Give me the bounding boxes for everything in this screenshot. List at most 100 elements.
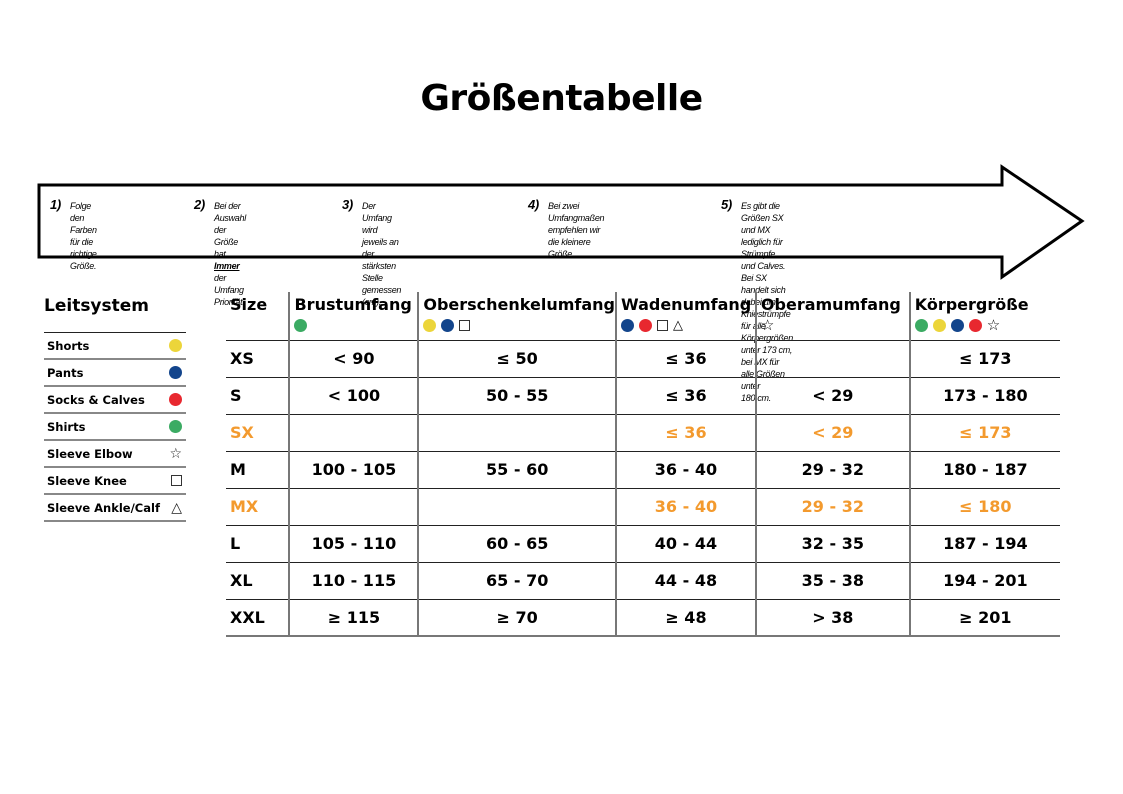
table-cell: 36 - 40: [615, 450, 756, 488]
table-cell: ≤ 50: [417, 339, 616, 377]
step-text: für die richtige Größe.: [70, 237, 97, 271]
table-cell: 110 - 115: [288, 561, 419, 599]
header-label: Oberamumfang: [760, 295, 901, 314]
size-cell: XXL: [226, 598, 290, 637]
table-row: M 100 - 105 55 - 60 36 - 40 29 - 32 180 …: [226, 450, 1060, 488]
size-cell: MX: [226, 487, 290, 525]
header-brustumfang: Brustumfang: [288, 292, 419, 340]
blue-dot-icon: [169, 366, 182, 379]
table-cell: [288, 413, 419, 451]
green-dot-icon: [914, 318, 928, 332]
legend-item-sleeve-ankle-calf: Sleeve Ankle/Calf △: [44, 495, 186, 522]
table-cell: < 90: [288, 339, 419, 377]
table-row: XS < 90 ≤ 50 ≤ 36 ≤ 173: [226, 339, 1060, 377]
table-cell: ≤ 36: [615, 376, 756, 414]
table-cell: 40 - 44: [615, 524, 756, 562]
table-cell: [417, 413, 616, 451]
legend-item-socks-calves: Socks & Calves: [44, 387, 186, 414]
size-cell: L: [226, 524, 290, 562]
table-cell: ≤ 36: [615, 339, 756, 377]
arrow-shape-icon: [37, 164, 1085, 280]
table-cell: ≤ 180: [908, 487, 1060, 525]
table-cell: ≥ 201: [908, 598, 1060, 637]
blue-dot-icon: [621, 318, 634, 332]
square-outline-icon: [657, 319, 668, 331]
size-table: Size Brustumfang Oberschenkelumfang Wade…: [226, 292, 1060, 637]
legend-item-sleeve-elbow: Sleeve Elbow ☆: [44, 441, 186, 468]
table-row: XL 110 - 115 65 - 70 44 - 48 35 - 38 194…: [226, 561, 1060, 599]
legend-item-pants: Pants: [44, 360, 186, 387]
legend-label: Sleeve Knee: [47, 473, 127, 488]
header-oberamumfang: Oberamumfang ☆: [754, 292, 910, 340]
step-text: Folge den Farben: [70, 201, 97, 235]
header-label: Oberschenkelumfang: [423, 295, 615, 314]
step-text: empfehlen wir die kleinere Größe.: [548, 225, 601, 259]
table-cell: 50 - 55: [417, 376, 616, 414]
table-cell: 65 - 70: [417, 561, 616, 599]
table-cell: [288, 487, 419, 525]
legend-label: Sleeve Ankle/Calf: [47, 500, 160, 515]
step-number: 4): [528, 197, 539, 212]
blue-dot-icon: [441, 318, 455, 332]
page-title: Größentabelle: [420, 78, 703, 119]
table-cell: ≤ 36: [615, 413, 756, 451]
table-cell: 29 - 32: [754, 487, 910, 525]
size-cell: M: [226, 450, 290, 488]
header-label: Size: [230, 295, 268, 314]
table-cell: ≥ 48: [615, 598, 756, 637]
table-cell: ≤ 173: [908, 413, 1060, 451]
table-cell: < 29: [754, 413, 910, 451]
triangle-outline-icon: △: [673, 317, 683, 333]
green-dot-icon: [169, 420, 182, 433]
table-row: S < 100 50 - 55 ≤ 36 < 29 173 - 180: [226, 376, 1060, 414]
header-wadenumfang: Wadenumfang △: [615, 292, 756, 340]
table-cell: 100 - 105: [288, 450, 419, 488]
yellow-dot-icon: [423, 318, 437, 332]
green-dot-icon: [294, 318, 308, 332]
header-koerpergroesse: Körpergröße ☆: [908, 292, 1060, 340]
legend-item-sleeve-knee: Sleeve Knee: [44, 468, 186, 495]
step-number: 5): [721, 197, 732, 212]
star-outline-icon: ☆: [760, 316, 775, 334]
size-cell: XL: [226, 561, 290, 599]
legend: Leitsystem Shorts Pants Socks & Calves S…: [44, 296, 186, 522]
square-outline-icon: [171, 475, 182, 486]
table-cell: 187 - 194: [908, 524, 1060, 562]
step-text: Umfang Priorität.: [214, 285, 245, 307]
header-label: Körpergröße: [914, 295, 1029, 314]
header-oberschenkelumfang: Oberschenkelumfang: [417, 292, 616, 340]
step-text: Der Umfang wird jeweils an der: [362, 201, 399, 259]
table-row: L 105 - 110 60 - 65 40 - 44 32 - 35 187 …: [226, 524, 1060, 562]
table-cell: 180 - 187: [908, 450, 1060, 488]
table-cell: ≥ 70: [417, 598, 616, 637]
step-text: Größe hat Immer der: [214, 237, 240, 283]
table-cell: 173 - 180: [908, 376, 1060, 414]
legend-label: Sleeve Elbow: [47, 446, 133, 461]
header-label: Wadenumfang: [621, 295, 752, 314]
table-row: XXL ≥ 115 ≥ 70 ≥ 48 > 38 ≥ 201: [226, 598, 1060, 637]
yellow-dot-icon: [932, 318, 946, 332]
step-number: 2): [194, 197, 205, 212]
red-dot-icon: [639, 318, 652, 332]
table-cell: 55 - 60: [417, 450, 616, 488]
table-cell: 105 - 110: [288, 524, 419, 562]
table-cell: 32 - 35: [754, 524, 910, 562]
star-outline-icon: ☆: [986, 316, 1001, 334]
table-cell: < 100: [288, 376, 419, 414]
table-cell: > 38: [754, 598, 910, 637]
legend-label: Pants: [47, 365, 84, 380]
red-dot-icon: [169, 393, 182, 406]
table-cell: [754, 339, 910, 377]
table-row-highlight: MX 36 - 40 29 - 32 ≤ 180: [226, 487, 1060, 525]
step-number: 3): [342, 197, 353, 212]
yellow-dot-icon: [169, 339, 182, 352]
legend-item-shirts: Shirts: [44, 414, 186, 441]
table-cell: 194 - 201: [908, 561, 1060, 599]
step-number: 1): [50, 197, 61, 212]
table-cell: 35 - 38: [754, 561, 910, 599]
size-cell: XS: [226, 339, 290, 377]
size-cell: SX: [226, 413, 290, 451]
red-dot-icon: [968, 318, 982, 332]
step-text: Es gibt die Größen SX und MX lediglich f…: [741, 201, 784, 259]
blue-dot-icon: [950, 318, 964, 332]
